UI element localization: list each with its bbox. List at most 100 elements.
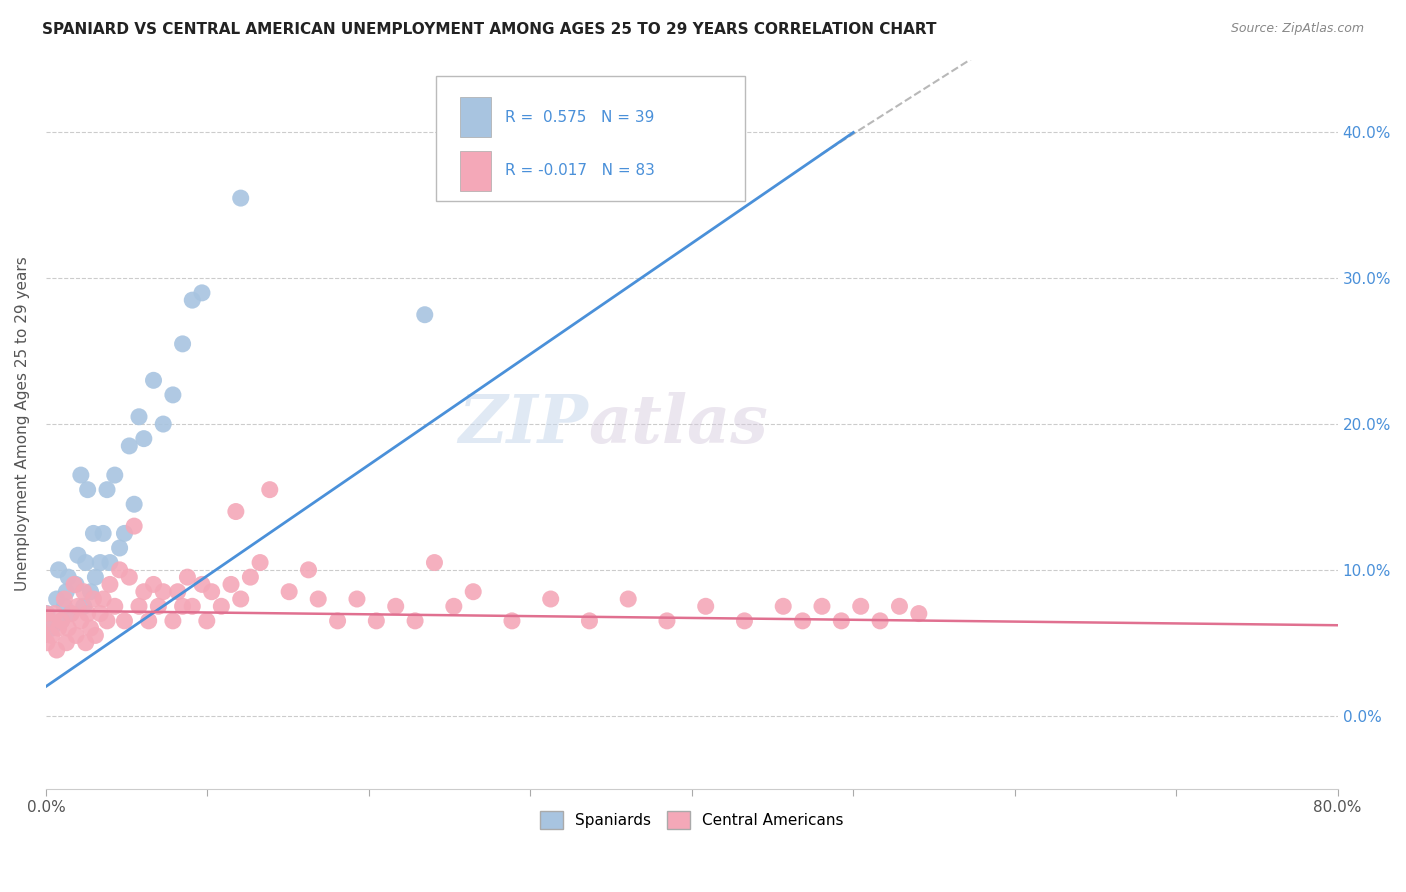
Point	[139, 584, 162, 599]
Point	[1326, 614, 1348, 628]
Point	[745, 599, 768, 614]
Point	[124, 468, 146, 483]
Point	[42, 628, 65, 642]
Point	[197, 526, 219, 541]
Legend: Spaniards, Central Americans: Spaniards, Central Americans	[534, 805, 849, 836]
Point	[1101, 614, 1123, 628]
Point	[551, 614, 574, 628]
Point	[51, 607, 73, 621]
Point	[112, 577, 135, 591]
Point	[180, 468, 202, 483]
Point	[160, 592, 183, 607]
Point	[118, 599, 141, 614]
Point	[648, 599, 671, 614]
Point	[204, 570, 226, 584]
Point	[1391, 614, 1406, 628]
Point	[333, 614, 356, 628]
Point	[245, 577, 267, 591]
Point	[188, 541, 211, 555]
Point	[842, 614, 865, 628]
Text: ZIP: ZIP	[458, 392, 589, 457]
Point	[139, 621, 162, 635]
Point	[63, 607, 86, 621]
Text: R =  0.575   N = 39: R = 0.575 N = 39	[505, 110, 654, 125]
Text: SPANIARD VS CENTRAL AMERICAN UNEMPLOYMENT AMONG AGES 25 TO 29 YEARS CORRELATION : SPANIARD VS CENTRAL AMERICAN UNEMPLOYMEN…	[42, 22, 936, 37]
Point	[86, 563, 108, 577]
Point	[212, 519, 235, 533]
Point	[697, 308, 720, 322]
Point	[132, 636, 155, 650]
Point	[172, 577, 194, 591]
Point	[135, 607, 157, 621]
Point	[292, 599, 315, 614]
Point	[236, 614, 259, 628]
Point	[212, 497, 235, 511]
Point	[1166, 599, 1188, 614]
Point	[83, 643, 105, 657]
Point	[1358, 599, 1381, 614]
Point	[132, 556, 155, 570]
Point	[681, 614, 703, 628]
Point	[260, 417, 283, 431]
Point	[48, 614, 70, 628]
Point	[357, 599, 380, 614]
Point	[503, 563, 526, 577]
Point	[59, 628, 82, 642]
Point	[1036, 592, 1059, 607]
Point	[75, 621, 97, 635]
Point	[100, 584, 122, 599]
Point	[167, 483, 190, 497]
Point	[148, 628, 170, 642]
Point	[325, 577, 347, 591]
Point	[53, 621, 76, 635]
Point	[292, 337, 315, 351]
Point	[115, 577, 138, 591]
Point	[96, 599, 118, 614]
Point	[103, 621, 125, 635]
Point	[260, 584, 283, 599]
Point	[221, 599, 243, 614]
Point	[382, 504, 405, 518]
Point	[67, 607, 90, 621]
Point	[107, 607, 129, 621]
Point	[342, 584, 364, 599]
Point	[135, 483, 157, 497]
Point	[124, 614, 146, 628]
Point	[713, 556, 735, 570]
Point	[103, 570, 125, 584]
Point	[309, 599, 332, 614]
Point	[188, 563, 211, 577]
Point	[148, 570, 170, 584]
Point	[519, 592, 541, 607]
Point	[907, 592, 929, 607]
Point	[197, 614, 219, 628]
Point	[301, 570, 323, 584]
Point	[439, 483, 461, 497]
Point	[118, 548, 141, 562]
Point	[309, 293, 332, 307]
Point	[374, 577, 396, 591]
Point	[277, 388, 299, 402]
Point	[389, 592, 412, 607]
Text: R = -0.017   N = 83: R = -0.017 N = 83	[505, 163, 655, 178]
Point	[221, 409, 243, 424]
Point	[285, 584, 308, 599]
Point	[75, 628, 97, 642]
Point	[389, 191, 412, 205]
Point	[145, 592, 167, 607]
Point	[180, 599, 202, 614]
Point	[128, 599, 150, 614]
Point	[325, 285, 347, 300]
Point	[107, 607, 129, 621]
Point	[245, 373, 267, 387]
Point	[91, 614, 114, 628]
Point	[48, 650, 70, 665]
Text: atlas: atlas	[589, 392, 768, 457]
Point	[471, 584, 494, 599]
Point	[1229, 614, 1251, 628]
Point	[91, 614, 114, 628]
Point	[972, 614, 994, 628]
Text: Source: ZipAtlas.com: Source: ZipAtlas.com	[1230, 22, 1364, 36]
Point	[86, 621, 108, 635]
Point	[156, 607, 179, 621]
